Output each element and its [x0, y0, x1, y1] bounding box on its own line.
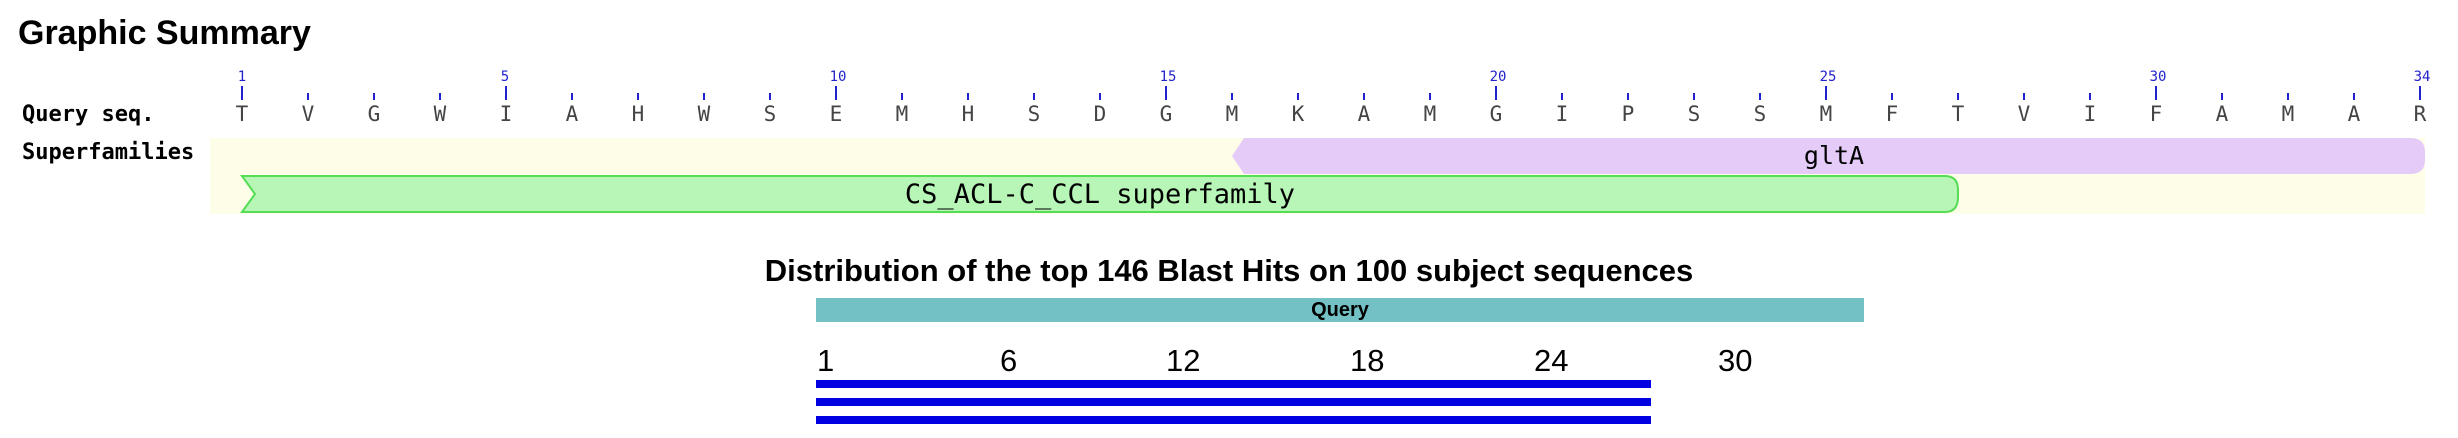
blast-hits-title: Distribution of the top 146 Blast Hits o… — [0, 253, 2458, 289]
axis-label: 12 — [1166, 343, 1200, 379]
query-bar[interactable]: Query — [816, 298, 1864, 322]
axis-label: 18 — [1350, 343, 1384, 379]
blast-hit-line[interactable] — [816, 380, 1651, 388]
domain-gltA-label: gltA — [1804, 141, 1864, 170]
axis-label: 24 — [1534, 343, 1568, 379]
domain-cs-acl-superfamily-label: CS_ACL-C_CCL superfamily — [905, 179, 1295, 210]
axis-label: 6 — [1000, 343, 1017, 379]
query-bar-label: Query — [816, 298, 1864, 322]
blast-hit-line[interactable] — [816, 398, 1651, 406]
domain-track: gltA CS_ACL-C_CCL superfamily — [0, 0, 2458, 230]
axis-label: 1 — [817, 343, 834, 379]
axis-label: 30 — [1718, 343, 1752, 379]
blast-hit-line[interactable] — [816, 416, 1651, 424]
